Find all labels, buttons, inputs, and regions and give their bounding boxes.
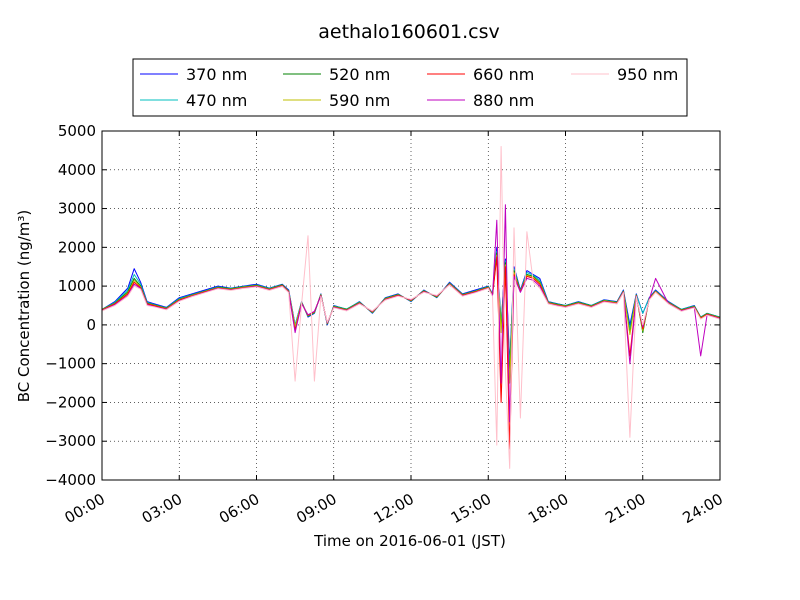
- legend-label: 590 nm: [329, 91, 390, 110]
- y-tick-label: −3000: [45, 432, 96, 450]
- legend-label: 950 nm: [617, 65, 678, 84]
- y-tick-label: −1000: [45, 355, 96, 373]
- y-tick-label: −2000: [45, 393, 96, 411]
- y-tick-label: 1000: [58, 277, 96, 295]
- x-axis-label: Time on 2016-06-01 (JST): [313, 532, 506, 550]
- legend-label: 880 nm: [473, 91, 534, 110]
- legend-label: 470 nm: [186, 91, 247, 110]
- legend-label: 370 nm: [186, 65, 247, 84]
- legend-label: 660 nm: [473, 65, 534, 84]
- series-line-950-nm: [102, 146, 720, 469]
- y-tick-label: 2000: [58, 238, 96, 256]
- legend: 370 nm 470 nm 520 nm 590 nm 660 nm 880 nm 950 …: [132, 58, 688, 117]
- y-tick-label: 3000: [58, 200, 96, 218]
- y-tick-label: 0: [86, 316, 96, 334]
- legend-label: 520 nm: [329, 65, 390, 84]
- legend-box: [132, 58, 688, 117]
- y-tick-label: 5000: [58, 122, 96, 140]
- y-tick-label: −4000: [45, 471, 96, 489]
- series-group: [102, 146, 720, 469]
- y-axis-label: BC Concentration (ng/m³): [15, 210, 33, 403]
- y-tick-label: 4000: [58, 161, 96, 179]
- chart-title: aethalo160601.csv: [318, 21, 500, 43]
